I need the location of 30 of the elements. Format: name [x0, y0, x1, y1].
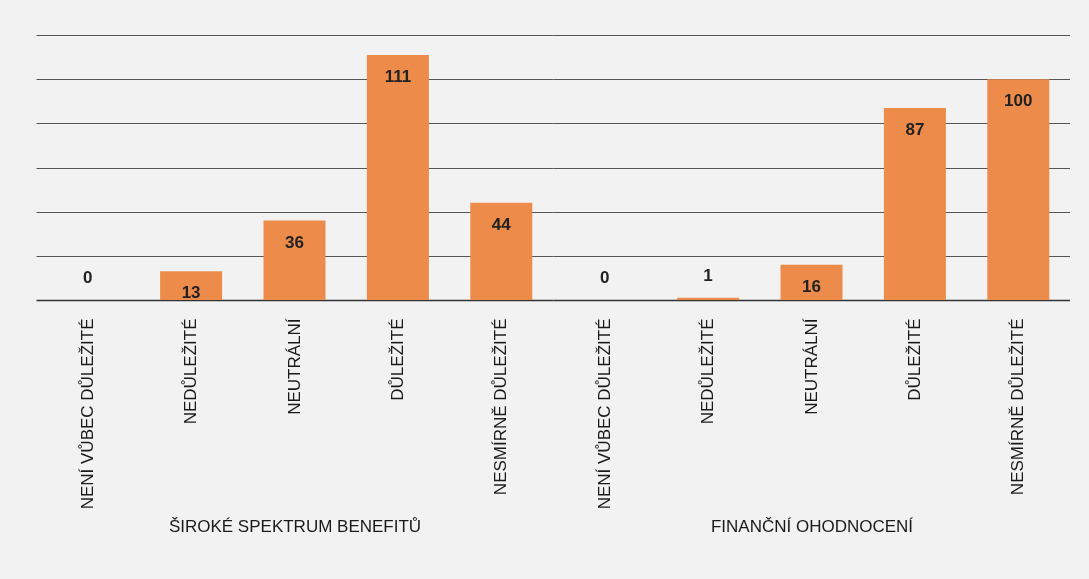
bar: [677, 297, 740, 300]
x-tick-label: NEUTRÁLNÍ: [801, 318, 821, 415]
x-tick-label: NENÍ VŮBEC DŮLEŽITÉ: [594, 318, 614, 510]
x-tick-label: NEUTRÁLNÍ: [284, 318, 304, 415]
x-axis-title: ŠIROKÉ SPEKTRUM BENEFITŮ: [168, 516, 422, 536]
x-tick-label: NESMÍRNĚ DŮLEŽITÉ: [491, 318, 511, 496]
data-label: 111: [384, 66, 412, 86]
bar: [470, 202, 533, 300]
bar: [987, 79, 1050, 300]
x-tick-label: DŮLEŽITÉ: [387, 318, 407, 401]
data-label: 87: [905, 119, 925, 139]
data-label: 13: [181, 283, 201, 303]
x-axis-title: FINANČNÍ OHODNOCENÍ: [710, 516, 914, 536]
data-label: 1: [703, 265, 713, 285]
data-label: 16: [802, 276, 821, 296]
x-tick-label: DŮLEŽITÉ: [904, 318, 924, 401]
x-tick-label: NENÍ VŮBEC DŮLEŽITÉ: [77, 318, 97, 510]
data-label: 44: [491, 214, 512, 234]
x-tick-label: NEDŮLEŽITÉ: [698, 318, 718, 425]
data-label: 0: [599, 268, 610, 287]
bar: [883, 107, 946, 300]
bar: [160, 271, 223, 300]
bar: [780, 264, 843, 300]
bar: [263, 220, 326, 300]
bar: [366, 54, 429, 300]
x-tick-label: NEDŮLEŽITÉ: [181, 318, 201, 425]
data-label: 0: [82, 268, 93, 287]
data-label: 36: [285, 232, 304, 252]
data-label: 100: [1004, 91, 1033, 111]
x-tick-label: NESMÍRNĚ DŮLEŽITÉ: [1008, 318, 1028, 496]
